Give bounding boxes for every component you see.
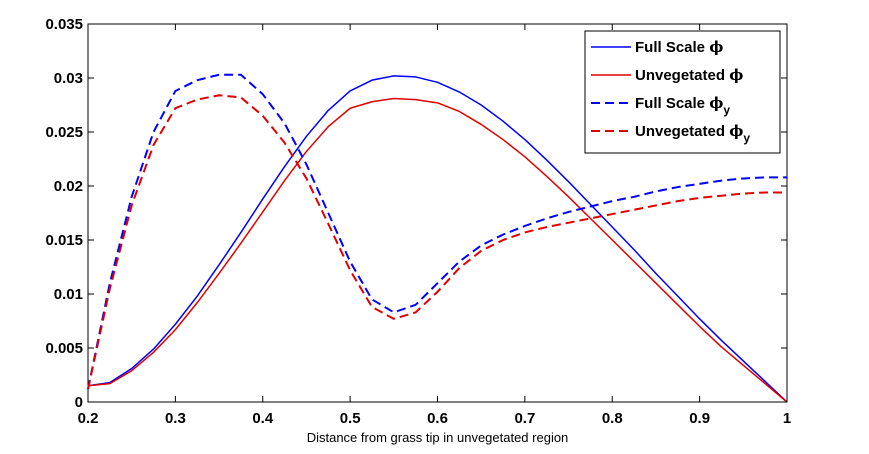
legend-box [584, 30, 781, 154]
y-tick-label: 0.025 [45, 124, 83, 141]
legend-entry-subscript: y [723, 103, 730, 117]
legend-entry-label: Full Scale ϕy [635, 94, 730, 117]
series-layer [87, 73, 788, 403]
y-tick-label: 0.02 [54, 178, 83, 195]
x-tick-label: 1 [783, 410, 791, 427]
legend-entry-text: Full Scale [635, 95, 709, 112]
x-tick-label: 0.7 [514, 410, 535, 427]
legend-entry-symbol: ϕ [709, 38, 723, 56]
legend-entry-text: Full Scale [635, 39, 709, 56]
y-tick-label: 0.03 [54, 70, 83, 87]
y-axis: 0 0.005 0.01 0.015 0.02 0.025 0.03 0.035 [45, 16, 787, 411]
x-tick-label: 0.2 [78, 410, 99, 427]
x-tick-label: 0.9 [689, 410, 710, 427]
y-tick-label: 0.035 [45, 16, 83, 33]
legend-entry-symbol: ϕ [729, 66, 743, 84]
x-axis-label: Distance from grass tip in unvegetated r… [307, 430, 569, 445]
x-tick-label: 0.8 [602, 410, 623, 427]
legend-entry-text: Unvegetated [635, 123, 729, 140]
series-line-1 [87, 75, 788, 403]
legend-entry-label: Full Scale ϕ [635, 38, 723, 56]
legend-entry-label: Unvegetated ϕy [635, 122, 750, 145]
series-line-3 [87, 73, 787, 390]
y-tick-label: 0.005 [45, 340, 83, 357]
y-tick-label: 0 [75, 394, 83, 411]
y-tick-label: 0.01 [54, 286, 83, 303]
y-tick-label: 0.015 [45, 232, 83, 249]
series-line-4 [87, 94, 787, 390]
series-line-2 [87, 97, 788, 403]
legend-entry-label: Unvegetated ϕ [635, 66, 743, 84]
legend-entry-subscript: y [743, 131, 750, 145]
x-axis: 0.2 0.3 0.4 0.5 0.6 0.7 0.8 0.9 1 [78, 24, 791, 427]
x-tick-label: 0.4 [252, 410, 274, 427]
x-tick-label: 0.6 [427, 410, 448, 427]
x-tick-label: 0.5 [340, 410, 361, 427]
legend-entry-text: Unvegetated [635, 67, 729, 84]
x-tick-label: 0.3 [165, 410, 186, 427]
legend-entry-symbol: ϕ [709, 94, 723, 112]
legend-entry-symbol: ϕ [729, 122, 743, 140]
